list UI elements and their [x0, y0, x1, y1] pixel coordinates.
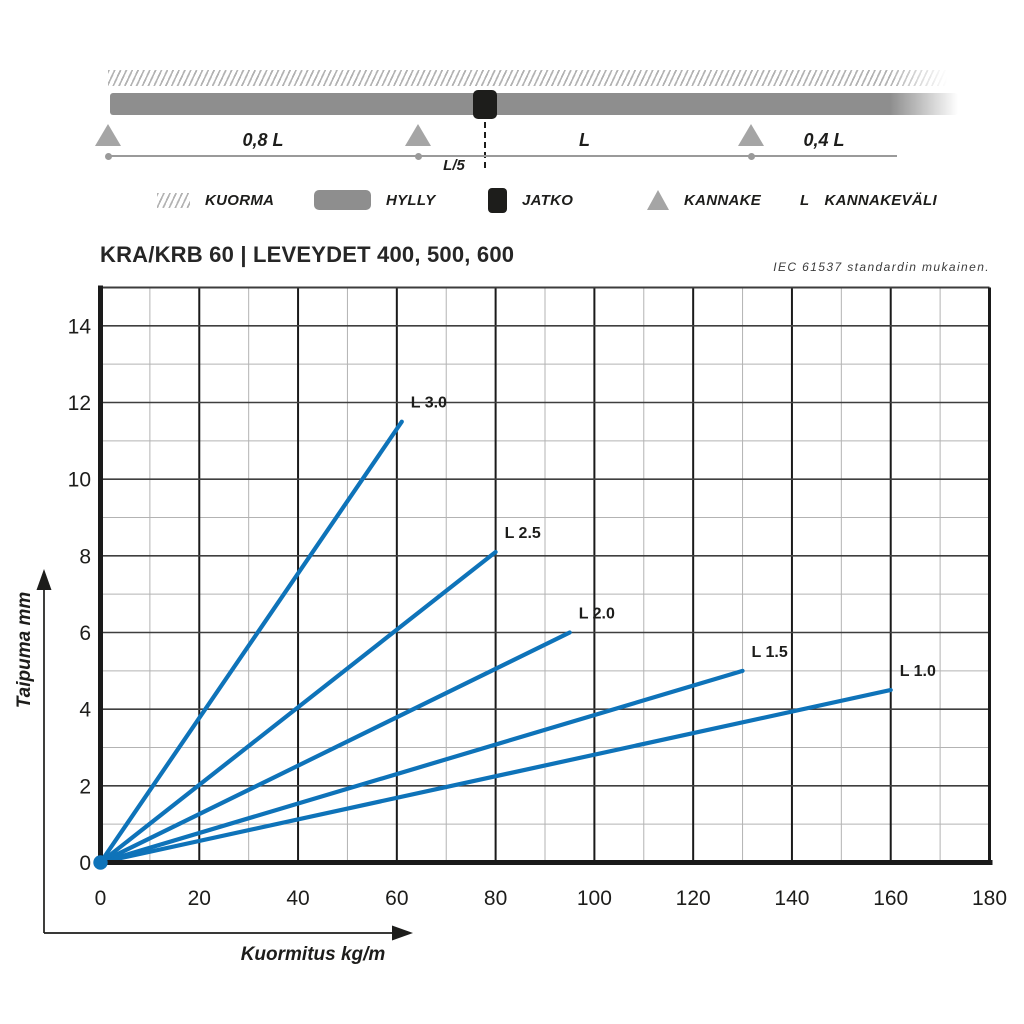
series-label-L-2.5: L 2.5 — [505, 525, 541, 542]
support-triangle-mid — [405, 124, 431, 146]
x-tick-label: 0 — [95, 887, 107, 910]
series-line-L-2.5 — [98, 549, 498, 865]
load-hatch-fade — [890, 68, 954, 88]
y-tick-label: 6 — [79, 622, 91, 645]
x-tick-label: 140 — [774, 887, 809, 910]
series-label-L-2.0: L 2.0 — [579, 606, 615, 623]
joint-dashed-line — [484, 122, 486, 168]
y-tick-label: 0 — [79, 852, 91, 875]
page-title: KRA/KRB 60 | LEVEYDET 400, 500, 600 — [100, 242, 515, 267]
series-line-L-1.0 — [98, 687, 893, 865]
support-triangle-left — [95, 124, 121, 146]
joint-square-icon — [488, 187, 507, 213]
shelf-bar-icon — [314, 190, 371, 210]
support-triangle-right — [738, 124, 764, 146]
letter-l-symbol: L — [800, 191, 810, 209]
x-tick-label: 160 — [873, 887, 908, 910]
joint-offset-label: L/5 — [443, 157, 465, 174]
legend-item-kannake: KANNAKE — [647, 187, 761, 213]
joint-marker — [473, 90, 497, 119]
series-line-L-3.0 — [98, 419, 404, 865]
series-label-L-1.5: L 1.5 — [752, 644, 788, 661]
dimension-dot-mid — [414, 152, 422, 160]
series-line-L-1.5 — [98, 668, 745, 865]
dimension-dot-right — [747, 152, 755, 160]
series-label-L-1.0: L 1.0 — [900, 663, 936, 680]
standard-note: IEC 61537 standardin mukainen. — [773, 260, 990, 274]
y-tick-label: 14 — [68, 315, 92, 338]
y-axis-title: Taipuma mm — [14, 592, 35, 709]
x-tick-label: 100 — [577, 887, 612, 910]
x-tick-label: 20 — [188, 887, 211, 910]
legend-label: KANNAKE — [684, 191, 762, 209]
legend-label: KANNAKEVÄLI — [824, 191, 937, 209]
span-label-right: 0,4 L — [803, 130, 845, 150]
y-tick-label: 10 — [68, 469, 91, 492]
load-hatch-icon — [157, 192, 190, 208]
dimension-line — [108, 155, 897, 157]
series-label-L-3.0: L 3.0 — [411, 395, 447, 412]
x-tick-label: 60 — [385, 887, 408, 910]
legend-label: JATKO — [522, 191, 574, 209]
bracket-triangle-icon — [647, 190, 669, 210]
x-axis-arrow-head — [392, 925, 413, 941]
x-tick-label: 120 — [676, 887, 711, 910]
y-tick-label: 8 — [79, 545, 91, 568]
legend-label: HYLLY — [386, 191, 436, 209]
load-hatch-icon — [108, 70, 952, 86]
y-tick-label: 12 — [68, 392, 91, 415]
y-tick-label: 2 — [79, 775, 91, 798]
x-tick-label: 40 — [286, 887, 309, 910]
series-line-L-2.0 — [98, 630, 572, 865]
span-label-left: 0,8 L — [242, 130, 284, 150]
legend-label: KUORMA — [205, 191, 275, 209]
y-tick-label: 4 — [79, 699, 91, 722]
x-tick-label: 80 — [484, 887, 507, 910]
legend-item-kuorma: KUORMA — [157, 187, 274, 213]
y-axis-arrow-head — [36, 569, 52, 590]
legend-item-kannakevali: L KANNAKEVÄLI — [800, 187, 937, 213]
legend-item-jatko: JATKO — [488, 187, 573, 213]
origin-point — [93, 855, 108, 870]
load-schematic: 0,8 L L 0,4 L L/5 — [0, 0, 1024, 180]
x-tick-label: 180 — [972, 887, 1007, 910]
x-axis-title: Kuormitus kg/m — [241, 944, 386, 965]
legend-item-hylly: HYLLY — [314, 187, 436, 213]
dimension-dot-left — [104, 152, 112, 160]
shelf-bar — [110, 93, 958, 115]
span-label-mid: L — [579, 130, 590, 150]
